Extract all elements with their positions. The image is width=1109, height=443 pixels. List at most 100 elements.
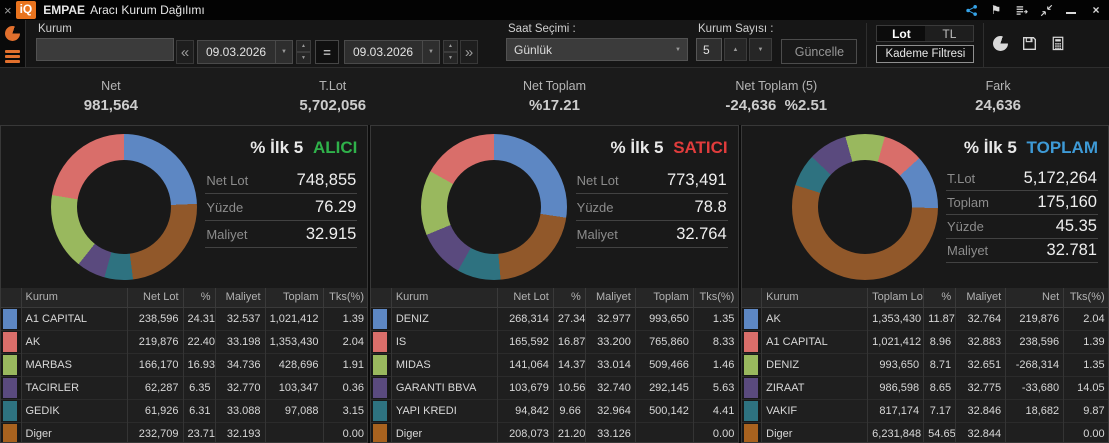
table-row[interactable]: GARANTI BBVA 103,679 10.56 32.740 292,145 5.6…	[371, 375, 738, 399]
table-row[interactable]: Diger 6,231,848 54.65 32.844 0.00	[741, 421, 1108, 442]
sayisi-up-button[interactable]: ▲	[724, 38, 747, 61]
tab-tl[interactable]: TL	[925, 26, 974, 41]
column-header[interactable]: Tks(%)	[693, 288, 738, 308]
stat-item: T.Lot 5,702,056	[222, 79, 444, 114]
value-cell: 32.964	[585, 398, 636, 422]
pie-chart-menu-icon[interactable]	[5, 26, 20, 41]
kurum-table: Kurum Net Lot% Maliyet Toplam Tks(%) A1 CAPI…	[1, 288, 368, 442]
date-from-picker[interactable]: 09.03.2026 ▼	[197, 40, 293, 64]
table-row[interactable]: DENIZ 268,314 27.34 32.977 993,650 1.35	[371, 306, 738, 330]
chart-stat-value: 76.29	[315, 198, 357, 216]
table-row[interactable]: A1 CAPITAL 1,021,412 8.96 32.883 238,596 1.39	[741, 329, 1108, 353]
sayisi-down-button[interactable]: ▼	[749, 38, 772, 61]
row-color-swatch	[743, 377, 758, 398]
value-cell: 14.37	[553, 352, 586, 376]
row-color-swatch	[373, 331, 388, 352]
table-row[interactable]: DENIZ 993,650 8.71 32.651 -268,314 1.35	[741, 352, 1108, 376]
value-cell: 97,088	[265, 398, 324, 422]
kurum-sayisi-input[interactable]: 5	[696, 38, 722, 61]
column-header[interactable]: Maliyet	[585, 288, 636, 308]
table-row[interactable]: YAPI KREDI 94,842 9.66 32.964 500,142 4.41	[371, 398, 738, 422]
column-header[interactable]: Tks(%)	[1063, 288, 1108, 308]
kademe-filtresi-button[interactable]: Kademe Filtresi	[876, 45, 975, 63]
close-window-icon[interactable]: ×	[1092, 3, 1100, 17]
column-header[interactable]: Kurum	[761, 288, 869, 308]
saat-select[interactable]: Günlük ▼	[506, 38, 688, 61]
table-row[interactable]: Diger 208,073 21.20 33.126 0.00	[371, 421, 738, 442]
spin-down-icon[interactable]: ▼	[443, 52, 458, 64]
column-header[interactable]: Net Lot	[127, 288, 184, 308]
row-color-swatch	[743, 400, 758, 421]
kurum-cell: ZIRAAT	[761, 375, 869, 399]
guncelle-button[interactable]: Güncelle	[781, 39, 858, 64]
row-color-cell	[1, 375, 22, 399]
chart-stat-label: Yüzde	[946, 219, 984, 234]
table-row[interactable]: TACIRLER 62,287 6.35 32.770 103,347 0.36	[1, 375, 368, 399]
column-header[interactable]: Kurum	[21, 288, 128, 308]
table-row[interactable]: GEDIK 61,926 6.31 33.088 97,088 3.15	[1, 398, 368, 422]
toolbar-separator	[983, 23, 985, 67]
date-next-button[interactable]: »	[460, 40, 478, 64]
minimize-icon[interactable]	[1064, 3, 1078, 17]
stats-bar: Net 981,564 T.Lot 5,702,056 Net Toplam %…	[0, 68, 1109, 125]
table-row[interactable]: MARBAS 166,170 16.93 34.736 428,696 1.91	[1, 352, 368, 376]
table-row[interactable]: AK 1,353,430 11.87 32.764 219,876 2.04	[741, 306, 1108, 330]
save-icon[interactable]	[1022, 36, 1037, 51]
table-row[interactable]: MIDAS 141,064 14.37 33.014 509,466 1.46	[371, 352, 738, 376]
close-panel-icon[interactable]: ×	[4, 2, 12, 18]
column-header[interactable]: Toplam	[635, 288, 694, 308]
table-row[interactable]: AK 219,876 22.40 33.198 1,353,430 2.04	[1, 329, 368, 353]
row-color-swatch	[3, 400, 17, 421]
kurum-input[interactable]	[36, 38, 174, 61]
column-header[interactable]: Net Lot	[497, 288, 554, 308]
date-from-dropdown-icon[interactable]: ▼	[275, 40, 293, 64]
spin-up-icon[interactable]: ▲	[296, 40, 311, 52]
column-header[interactable]: %	[923, 288, 957, 308]
table-row[interactable]: A1 CAPITAL 238,596 24.31 32.537 1,021,412 1.3…	[1, 306, 368, 330]
chart-view-icon[interactable]	[993, 36, 1009, 51]
column-header[interactable]: Tks(%)	[323, 288, 368, 308]
value-cell: 23.71	[183, 421, 216, 442]
collapse-icon[interactable]	[1039, 3, 1053, 17]
chart-stat-label: T.Lot	[946, 171, 976, 186]
column-header[interactable]: Maliyet	[955, 288, 1007, 308]
value-cell: 1.91	[323, 352, 368, 376]
table-row[interactable]: ZIRAAT 986,598 8.65 32.775 -33,680 14.05	[741, 375, 1108, 399]
table-row[interactable]: Diger 232,709 23.71 32.193 0.00	[1, 421, 368, 442]
date-to-value[interactable]: 09.03.2026	[344, 40, 422, 64]
value-cell: 6.35	[183, 375, 216, 399]
date-to-picker[interactable]: 09.03.2026 ▼	[344, 40, 440, 64]
titlebar: × iQ EMPAE Aracı Kurum Dağılımı ⚑ ×	[0, 0, 1109, 20]
table-row[interactable]: VAKIF 817,174 7.17 32.846 18,682 9.87	[741, 398, 1108, 422]
share-icon[interactable]	[964, 3, 978, 17]
value-cell: 33.126	[585, 421, 636, 442]
column-header[interactable]: %	[183, 288, 216, 308]
date-to-dropdown-icon[interactable]: ▼	[422, 40, 440, 64]
table-row[interactable]: IS 165,592 16.87 33.200 765,860 8.33	[371, 329, 738, 353]
column-header[interactable]: Kurum	[391, 288, 498, 308]
flag-icon[interactable]: ⚑	[990, 3, 1002, 17]
column-header[interactable]: %	[553, 288, 586, 308]
tab-lot[interactable]: Lot	[877, 26, 926, 41]
list-transfer-icon[interactable]	[1014, 3, 1028, 17]
chart-stat-label: Maliyet	[206, 227, 248, 242]
lot-tl-group: Lot TL Kademe Filtresi	[876, 23, 975, 63]
iq-logo: iQ	[15, 1, 37, 19]
column-header[interactable]: Toplam Lot	[867, 288, 925, 308]
kurum-cell: TACIRLER	[21, 375, 128, 399]
column-header[interactable]: Toplam	[265, 288, 324, 308]
column-header[interactable]: Maliyet	[215, 288, 266, 308]
value-cell: 1.35	[1063, 352, 1108, 376]
date-equal-button[interactable]: =	[315, 40, 339, 64]
hamburger-menu-icon[interactable]	[5, 50, 20, 63]
column-header[interactable]: Net	[1005, 288, 1065, 308]
date-prev-button[interactable]: «	[176, 40, 194, 64]
date-from-value[interactable]: 09.03.2026	[197, 40, 275, 64]
report-grid-icon[interactable]	[1051, 36, 1065, 51]
spin-up-icon[interactable]: ▲	[443, 40, 458, 52]
stat-value: 5,702,056	[299, 97, 367, 114]
value-cell: 765,860	[635, 329, 694, 353]
saat-group: Saat Seçimi : Günlük ▼	[506, 23, 688, 61]
value-cell: 33.088	[215, 398, 266, 422]
spin-down-icon[interactable]: ▼	[296, 52, 311, 64]
